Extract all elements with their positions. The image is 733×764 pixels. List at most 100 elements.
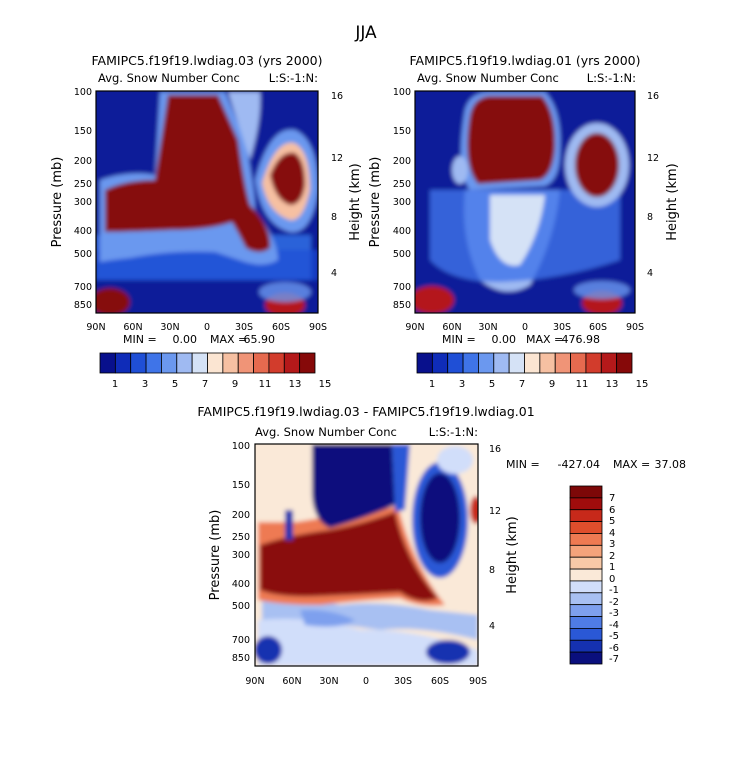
panel-1-field [96,91,318,313]
p3-xtick-30s: 30S [394,676,412,687]
p3-ytick-100: 100 [232,441,250,452]
panel-1-colorbar-labels: 1 3 5 7 9 11 13 15 [112,379,332,390]
panel-2-yticks-right: 16 12 8 4 [647,91,659,279]
p3-ytick-200: 200 [232,510,250,521]
p3-rtick-8: 8 [489,565,495,576]
p2-cb-label-5: 5 [489,379,495,390]
colorbar-swatch [569,497,603,511]
p3-ytick-150: 150 [232,480,250,491]
p3-xtick-0: 0 [363,676,369,687]
p2-rtick-16: 16 [647,91,659,102]
p1-cb-label-3: 3 [142,379,148,390]
colorbar-swatch [253,352,270,374]
panel-2-subtitle-left: Avg. Snow Number Conc [417,71,559,85]
panel-3-colorbar [569,485,603,665]
p2-rtick-12: 12 [647,153,659,164]
panel-1: FAMIPC5.f19f19.lwdiag.03 (yrs 2000) Avg.… [50,53,363,390]
colorbar-swatch [268,352,285,374]
colorbar-swatch [207,352,224,374]
p2-blob-sw [415,286,454,313]
p2-xtick-60n: 60N [442,322,461,333]
p3-ytick-300: 300 [232,550,250,561]
panel-1-ylabel-right: Height (km) [348,163,363,240]
p1-cb-label-1: 1 [112,379,118,390]
p2-ytick-250: 250 [393,179,411,190]
p3-rtick-12: 12 [489,506,501,517]
panel-1-colorbar [99,352,316,374]
p2-cb-label-9: 9 [549,379,555,390]
p1-cb-label-7: 7 [202,379,208,390]
p3-ytick-250: 250 [232,532,250,543]
p3-xtick-60n: 60N [282,676,301,687]
p2-ytick-150: 150 [393,126,411,137]
p2-cb-label-1: 1 [429,379,435,390]
colorbar-swatch [569,604,603,617]
colorbar-swatch [569,544,603,558]
p3-top-right-pale [437,446,473,474]
panel-3-frame [254,443,479,667]
p1-ytick-300: 300 [74,197,92,208]
colorbar-swatch [569,521,603,534]
colorbar-swatch [462,352,479,374]
p1-rtick-16: 16 [331,91,343,102]
p3-cb-label-m6: -6 [609,643,619,654]
p2-ytick-100: 100 [393,87,411,98]
panel-1-frame [95,90,319,314]
p2-ytick-400: 400 [393,226,411,237]
panel-2-max-label: MAX = [526,333,563,346]
p2-ytick-200: 200 [393,156,411,167]
p1-ytick-200: 200 [74,156,92,167]
panel-2-frame [414,90,636,314]
panel-3-xticks: 90N 60N 30N 0 30S 60S 90S [245,676,487,687]
panel-1-subtitle-right: L:S:-1:N: [269,71,318,85]
p3-xtick-90s: 90S [469,676,487,687]
p1-cb-label-11: 11 [259,379,272,390]
panel-2-colorbar [416,352,633,374]
colorbar-swatch [616,352,633,374]
p3-blue-lower-mid [300,609,355,627]
panel-1-subtitle-left: Avg. Snow Number Conc [98,71,240,85]
p2-ytick-300: 300 [393,197,411,208]
p3-light-blue-low [262,598,478,640]
panel-2-colorbar-labels: 1 3 5 7 9 11 13 15 [429,379,649,390]
panel-1-max-value: 65.90 [244,333,276,346]
colorbar-swatch [493,352,510,374]
p3-red-core [260,512,438,601]
p1-core-right [270,152,305,205]
p1-cb-label-5: 5 [172,379,178,390]
p3-cb-label-1: 1 [609,562,615,573]
p3-cb-label-m5: -5 [609,631,619,642]
panel-3-max-label: MAX = [613,458,650,471]
p2-cb-label-3: 3 [459,379,465,390]
colorbar-swatch [508,352,525,374]
colorbar-swatch [237,352,254,374]
p1-core [105,95,271,252]
panel-2-max-value: 476.98 [562,333,601,346]
colorbar-swatch [539,352,556,374]
colorbar-swatch [99,352,116,374]
p3-cb-label-2: 2 [609,551,615,562]
p3-rtick-4: 4 [489,621,495,632]
p2-ring-right [575,133,619,197]
colorbar-swatch [600,352,618,374]
p2-xtick-60s: 60S [589,322,607,333]
colorbar-swatch [570,352,587,374]
p1-blob-se-halo [259,282,311,302]
panel-2-ylabel: Pressure (mb) [368,157,383,248]
p3-ytick-700: 700 [232,635,250,646]
colorbar-swatch [161,352,178,374]
p1-xtick-60n: 60N [123,322,142,333]
colorbar-swatch [554,352,571,374]
p2-pale-column-inner [490,195,545,266]
p3-cb-label-m2: -2 [609,597,619,608]
colorbar-swatch [114,352,132,374]
p2-xtick-90s: 90S [626,322,644,333]
p3-cb-label-7: 7 [609,493,615,504]
colorbar-swatch [191,352,208,374]
p3-xtick-30n: 30N [319,676,338,687]
panel-3-min-value: -427.04 [558,458,600,471]
p3-left-streak [285,510,293,540]
p1-cb-label-13: 13 [289,379,302,390]
panel-1-min-value: 0.00 [173,333,198,346]
